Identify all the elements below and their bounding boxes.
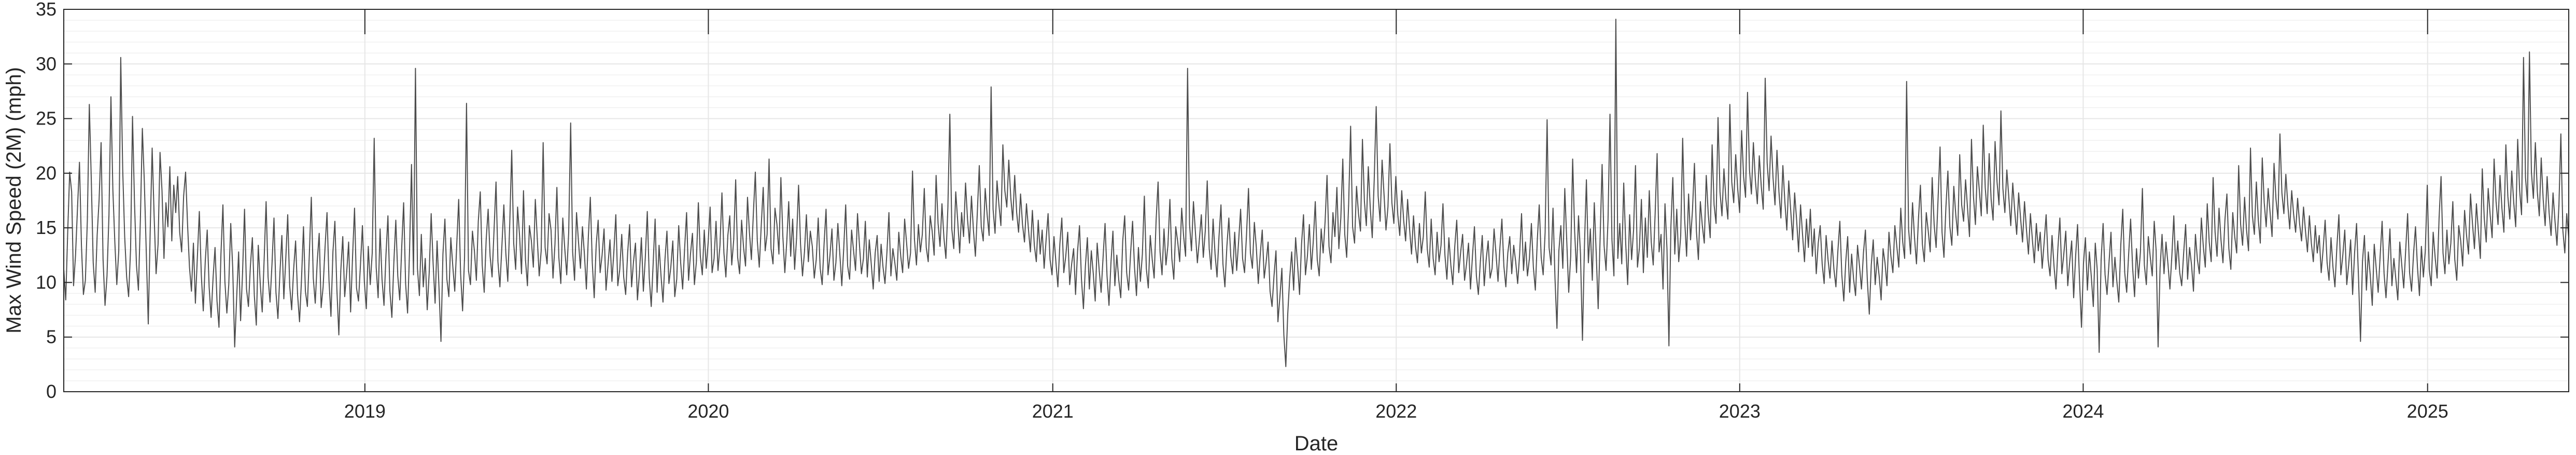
plot-area <box>64 9 2569 392</box>
y-tick-labels: 0 5 10 15 20 25 30 35 <box>36 0 57 402</box>
x-axis-title: Date <box>1294 432 1339 455</box>
x-tick-label: 2025 <box>2407 401 2448 422</box>
x-tick-label: 2019 <box>344 401 386 422</box>
y-tick-label: 5 <box>46 326 57 348</box>
x-tick-labels: 2019 2020 2021 2022 2023 2024 2025 <box>344 401 2448 422</box>
y-tick-label: 25 <box>36 108 57 129</box>
x-tick-label: 2021 <box>1032 401 1074 422</box>
plot-frame <box>63 9 2569 392</box>
series-line <box>63 19 2569 367</box>
x-tick-label: 2020 <box>687 401 729 422</box>
y-tick-label: 15 <box>36 217 57 238</box>
y-tick-label: 30 <box>36 53 57 74</box>
axis-ticks <box>64 9 2569 392</box>
y-axis-title: Max Wind Speed (2M) (mph) <box>3 67 25 333</box>
x-tick-label: 2023 <box>1719 401 1761 422</box>
y-tick-label: 35 <box>36 0 57 20</box>
y-tick-label: 0 <box>46 381 57 402</box>
x-tick-label: 2024 <box>2062 401 2104 422</box>
y-tick-label: 10 <box>36 271 57 293</box>
y-tick-label: 20 <box>36 162 57 184</box>
x-tick-label: 2022 <box>1375 401 1417 422</box>
